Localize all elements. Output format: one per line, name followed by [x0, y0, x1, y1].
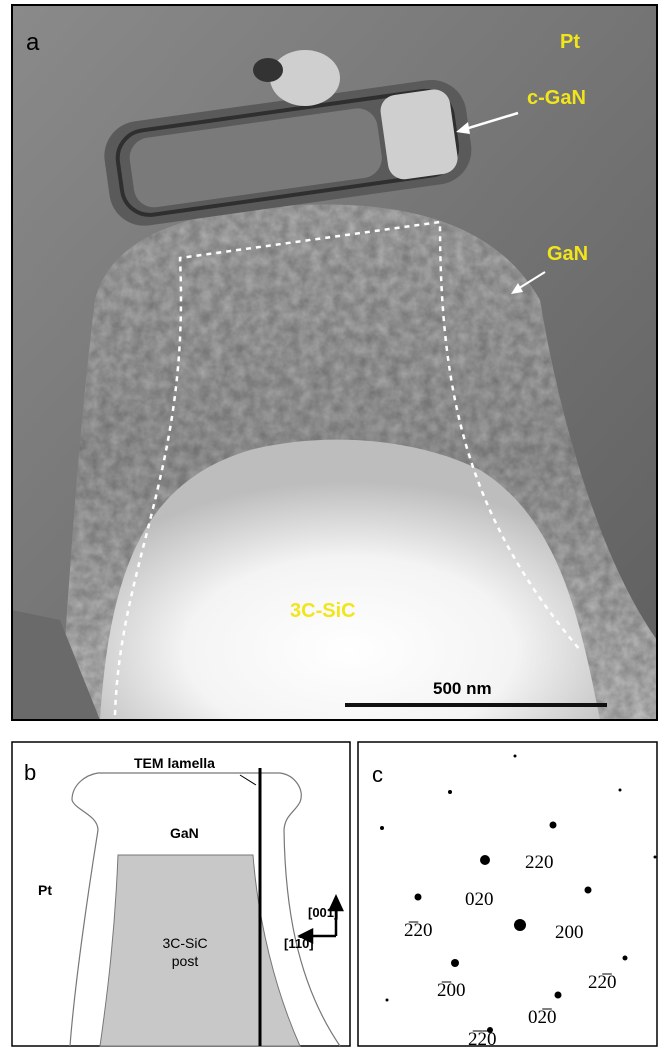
reflection-label: 2̅00	[437, 980, 466, 1001]
reflection-label: 2̅2̅0	[468, 1029, 497, 1049]
panel-label: a	[26, 29, 40, 56]
page: a Pt c-GaN GaN 3C-SiC 500 nm b TEM lamel…	[0, 0, 662, 1049]
scale-bar-label: 500 nm	[433, 679, 492, 698]
figure: a Pt c-GaN GaN 3C-SiC 500 nm b TEM lamel…	[0, 0, 662, 1049]
reflection-label: 200	[555, 922, 584, 943]
label-pt: Pt	[38, 882, 52, 898]
label-lamella: TEM lamella	[134, 755, 215, 771]
reflection-label: 020	[465, 889, 494, 910]
reflection-label: 02̅0	[528, 1007, 557, 1028]
panel-label: c	[372, 762, 383, 787]
reflection-label: 2̅20	[404, 920, 433, 941]
label-gan: GaN	[170, 825, 199, 841]
label-gan: GaN	[547, 243, 588, 265]
panel-label: b	[24, 760, 36, 785]
reflection-label: 220	[525, 852, 554, 873]
reflection-label: 22̅0	[588, 972, 617, 993]
label-sic: 3C-SiC	[290, 600, 356, 622]
label-post: 3C-SiC	[162, 935, 207, 951]
label-c-gan: c-GaN	[527, 87, 586, 109]
label-pt: Pt	[560, 31, 580, 53]
dir-label: [001]	[308, 905, 338, 920]
label-post: post	[172, 953, 199, 969]
dir-label: [11̅0]	[284, 936, 314, 951]
panel-c-frame	[358, 742, 657, 1046]
